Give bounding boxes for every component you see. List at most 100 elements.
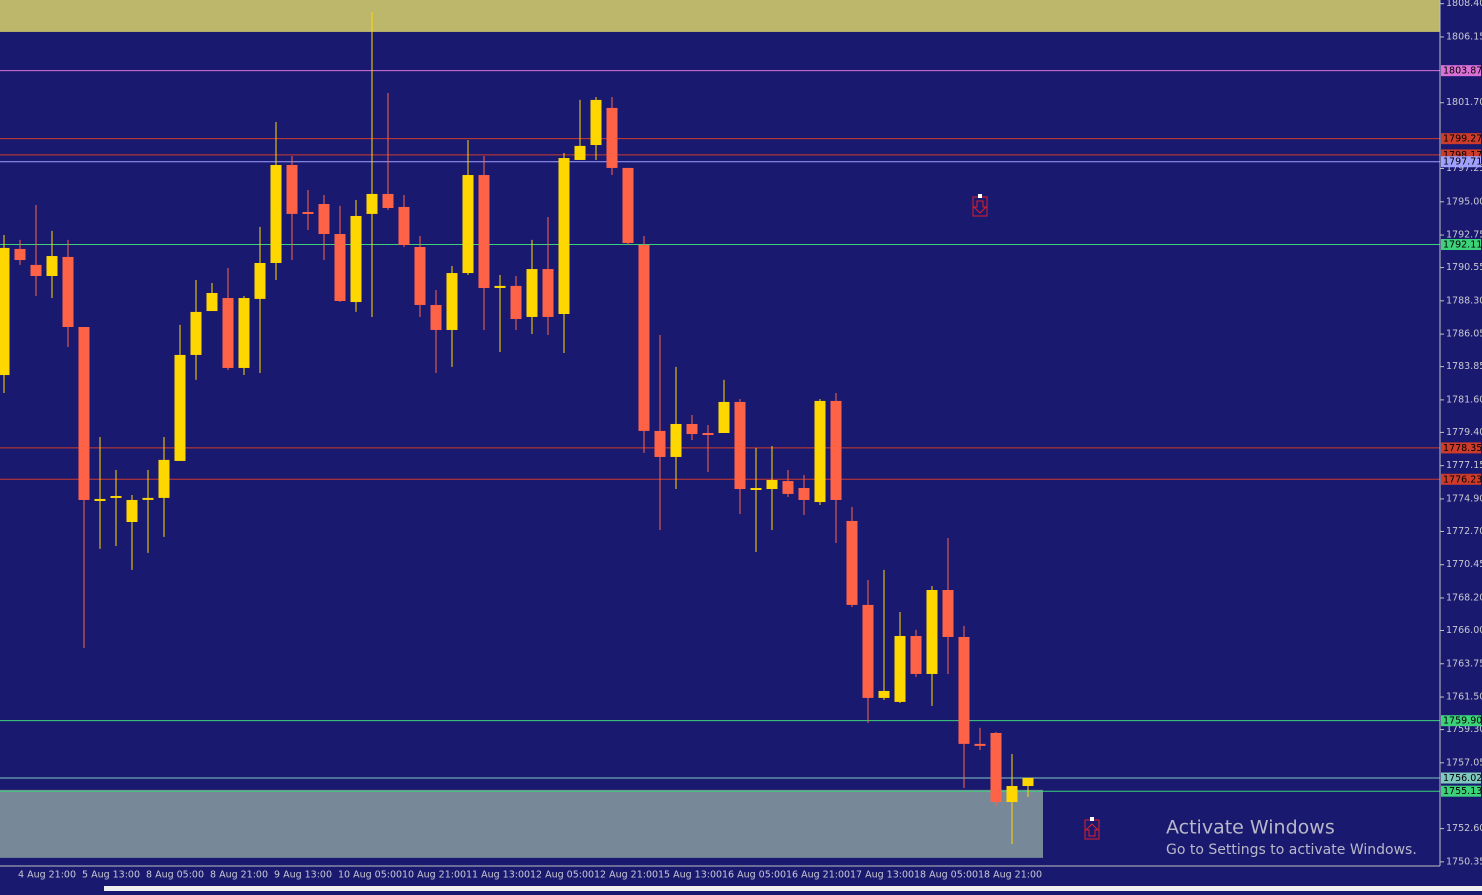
candle-body — [542, 269, 554, 317]
candle-body — [926, 589, 938, 674]
y-tick-label: 1797.25 — [1446, 163, 1482, 174]
y-tick-label: 1788.30 — [1446, 295, 1482, 306]
x-tick-label: 8 Aug 21:00 — [210, 870, 268, 881]
y-tick-label: 1759.30 — [1446, 724, 1482, 735]
candle-body — [318, 204, 330, 235]
x-tick-label: 11 Aug 13:00 — [466, 870, 530, 881]
candle-body — [142, 497, 154, 500]
level-label: 1776.23 — [1443, 474, 1482, 485]
y-tick-label: 1766.00 — [1446, 625, 1482, 636]
candle-body — [78, 327, 90, 500]
level-label-box — [1441, 442, 1481, 454]
candle-body — [206, 293, 218, 312]
candle-body — [270, 164, 282, 263]
x-tick-label: 17 Aug 13:00 — [850, 870, 914, 881]
level-label-box — [1441, 785, 1481, 797]
candle-body — [782, 481, 794, 494]
candle-body — [798, 487, 810, 500]
y-tick-label: 1750.35 — [1446, 856, 1482, 867]
candle-body — [670, 423, 682, 457]
candle-body — [350, 215, 362, 303]
candle-body — [622, 167, 634, 244]
candle-body — [702, 433, 714, 435]
level-label: 1792.11 — [1443, 240, 1482, 251]
level-label: 1799.27 — [1443, 134, 1482, 145]
level-label: 1797.71 — [1443, 157, 1482, 168]
candle-body — [830, 400, 842, 500]
y-tick-label: 1792.75 — [1446, 230, 1482, 241]
x-tick-label: 12 Aug 21:00 — [594, 870, 658, 881]
x-tick-label: 8 Aug 05:00 — [146, 870, 204, 881]
candle-body — [878, 690, 890, 698]
watermark-subtitle: Go to Settings to activate Windows. — [1166, 842, 1417, 858]
candle-body — [30, 264, 42, 277]
candle-body — [958, 637, 970, 744]
zone — [0, 0, 1440, 32]
level-label: 1755.13 — [1443, 786, 1482, 797]
y-tick-label: 1777.15 — [1446, 460, 1482, 471]
candle-body — [910, 635, 922, 674]
y-tick-label: 1795.00 — [1446, 196, 1482, 207]
candle-body — [158, 459, 170, 498]
candle-body — [286, 164, 298, 214]
watermark-title: Activate Windows — [1166, 817, 1335, 839]
candle-body — [446, 273, 458, 330]
tab-bar — [104, 886, 1482, 891]
level-label-box — [1441, 65, 1481, 77]
y-tick-label: 1763.75 — [1446, 658, 1482, 669]
y-tick-label: 1752.60 — [1446, 823, 1482, 834]
candle-body — [734, 401, 746, 490]
x-tick-label: 16 Aug 05:00 — [722, 870, 786, 881]
candle-body — [606, 107, 618, 168]
level-label: 1803.87 — [1443, 66, 1482, 77]
candle-body — [238, 298, 250, 368]
candle-body — [94, 498, 106, 502]
candle-body — [46, 256, 58, 277]
y-tick-label: 1761.50 — [1446, 692, 1482, 703]
level-label-box — [1441, 715, 1481, 727]
candle-body — [814, 400, 826, 503]
candle-body — [302, 211, 314, 214]
candle-body — [222, 298, 234, 368]
candle-body — [0, 247, 10, 376]
x-tick-label: 5 Aug 13:00 — [82, 870, 140, 881]
level-label-box — [1441, 149, 1481, 161]
level-label: 1778.35 — [1443, 443, 1482, 454]
level-label-box — [1441, 772, 1481, 784]
candle-body — [590, 99, 602, 146]
candle-body — [750, 487, 762, 490]
candle-body — [894, 635, 906, 702]
candle-body — [126, 499, 138, 522]
y-tick-label: 1770.45 — [1446, 559, 1482, 570]
y-tick-label: 1757.05 — [1446, 757, 1482, 768]
level-label-box — [1441, 156, 1481, 168]
level-label: 1756.02 — [1443, 773, 1482, 784]
candle-body — [174, 354, 186, 461]
candle-body — [462, 175, 474, 274]
x-tick-label: 16 Aug 21:00 — [786, 870, 850, 881]
y-tick-label: 1783.85 — [1446, 361, 1482, 372]
candle-body — [686, 423, 698, 435]
y-tick-label: 1779.40 — [1446, 427, 1482, 438]
candle-body — [414, 247, 426, 305]
candle-body — [846, 520, 858, 605]
y-tick-label: 1786.05 — [1446, 329, 1482, 340]
level-label-box — [1441, 239, 1481, 251]
candle-body — [110, 495, 122, 498]
y-tick-label: 1806.15 — [1446, 31, 1482, 42]
x-tick-label: 18 Aug 21:00 — [978, 870, 1042, 881]
level-label: 1759.90 — [1443, 716, 1482, 727]
candle-body — [334, 234, 346, 301]
x-tick-label: 9 Aug 13:00 — [274, 870, 332, 881]
x-tick-label: 15 Aug 13:00 — [658, 870, 722, 881]
candle-body — [366, 193, 378, 214]
candle-body — [990, 732, 1002, 802]
candle-body — [478, 175, 490, 288]
candle-body — [398, 206, 410, 245]
y-tick-label: 1774.90 — [1446, 493, 1482, 504]
y-tick-label: 1790.55 — [1446, 262, 1482, 273]
x-tick-label: 10 Aug 21:00 — [402, 870, 466, 881]
x-tick-label: 12 Aug 05:00 — [530, 870, 594, 881]
candle-body — [382, 193, 394, 208]
